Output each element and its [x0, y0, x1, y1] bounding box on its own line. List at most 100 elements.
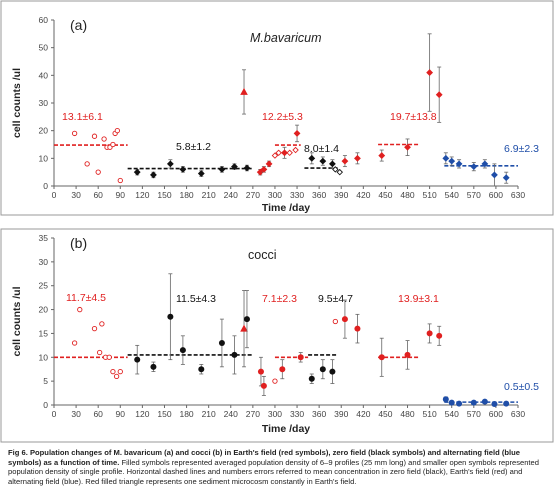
x-tick-label: 540 — [445, 409, 459, 419]
data-point — [341, 157, 349, 165]
data-point — [95, 169, 101, 175]
x-tick-label: 450 — [378, 409, 392, 419]
mean-annotation: 6.9±2.3 — [504, 143, 539, 155]
data-point — [293, 130, 301, 137]
data-point — [133, 168, 141, 176]
y-tick-label: 20 — [39, 126, 49, 136]
x-tick-label: 0 — [52, 409, 57, 419]
mean-annotation: 9.5±4.7 — [318, 293, 353, 305]
data-point — [91, 326, 98, 332]
data-point — [231, 351, 238, 358]
data-point — [150, 171, 157, 179]
y-tick-label: 15 — [39, 328, 49, 338]
x-tick-label: 300 — [268, 409, 282, 419]
x-tick-label: 300 — [268, 190, 282, 200]
x-axis-title: Time /day — [262, 423, 310, 435]
data-point — [308, 154, 316, 162]
data-point — [101, 136, 107, 142]
data-point — [491, 171, 498, 179]
data-point — [336, 168, 344, 176]
data-point — [240, 324, 248, 332]
y-axis-title: cell counts /ul — [11, 68, 23, 138]
y-tick-label: 30 — [39, 257, 49, 267]
x-tick-label: 480 — [400, 190, 414, 200]
data-point — [71, 130, 78, 137]
data-point — [240, 87, 248, 95]
x-tick-label: 60 — [93, 409, 103, 419]
data-point — [281, 149, 288, 157]
x-tick-label: 210 — [202, 190, 216, 200]
mean-annotation: 7.1±2.3 — [262, 293, 297, 305]
x-tick-label: 390 — [334, 190, 348, 200]
y-tick-label: 50 — [39, 43, 49, 53]
data-point — [113, 373, 120, 380]
mean-annotation: 11.5±4.3 — [176, 293, 216, 305]
data-point — [197, 170, 205, 177]
data-point — [470, 399, 477, 406]
x-tick-label: 90 — [116, 409, 126, 419]
data-point — [231, 163, 238, 171]
x-tick-label: 630 — [511, 409, 525, 419]
data-point — [297, 354, 304, 361]
mean-annotation: 5.8±1.2 — [176, 141, 211, 153]
mean-annotation: 11.7±4.5 — [66, 292, 106, 304]
data-point — [292, 146, 299, 154]
data-point — [256, 168, 264, 176]
data-point — [243, 316, 250, 323]
x-tick-label: 510 — [423, 409, 437, 419]
data-point — [110, 141, 116, 148]
data-point — [319, 366, 326, 373]
data-point — [426, 69, 434, 76]
data-point — [404, 351, 411, 358]
data-point — [77, 306, 83, 313]
data-point — [448, 157, 456, 165]
x-tick-label: 210 — [202, 409, 216, 419]
data-point — [448, 399, 455, 406]
x-tick-label: 270 — [246, 409, 260, 419]
y-tick-label: 35 — [39, 233, 49, 243]
caption-bold-text: Population changes of M. bavaricum (a) a… — [8, 448, 520, 467]
data-point — [455, 160, 463, 168]
data-point — [99, 321, 105, 327]
data-point — [378, 152, 386, 159]
data-point — [435, 91, 443, 99]
x-tick-label: 150 — [157, 409, 171, 419]
mean-annotation: 13.9±3.1 — [398, 293, 439, 305]
data-point — [442, 396, 449, 403]
data-point — [275, 149, 282, 157]
x-tick-label: 390 — [334, 409, 348, 419]
data-point — [114, 128, 120, 134]
x-tick-label: 330 — [290, 190, 304, 200]
data-point — [279, 366, 286, 373]
x-tick-label: 570 — [467, 409, 481, 419]
mean-annotation: 8.0±1.4 — [304, 143, 339, 155]
x-tick-label: 420 — [356, 190, 370, 200]
x-tick-label: 570 — [467, 190, 481, 200]
y-tick-label: 10 — [39, 153, 49, 163]
x-tick-label: 60 — [93, 190, 103, 200]
x-tick-label: 330 — [290, 409, 304, 419]
data-point — [329, 368, 336, 375]
y-tick-label: 20 — [39, 305, 49, 315]
data-point — [117, 177, 123, 184]
x-tick-label: 30 — [71, 190, 81, 200]
data-point — [442, 154, 450, 162]
mean-annotation: 13.1±6.1 — [62, 111, 103, 123]
y-tick-label: 30 — [39, 98, 49, 108]
panel-title: M.bavaricum — [250, 31, 322, 45]
data-point — [503, 400, 510, 407]
data-point — [354, 325, 361, 332]
panel-title: cocci — [248, 248, 276, 262]
x-tick-label: 120 — [135, 409, 149, 419]
data-point — [456, 400, 463, 407]
panel-tag: (a) — [70, 17, 87, 33]
y-tick-label: 60 — [39, 15, 49, 25]
data-point — [218, 166, 226, 173]
x-tick-label: 120 — [135, 190, 149, 200]
x-tick-label: 540 — [445, 190, 459, 200]
data-point — [378, 354, 385, 361]
figure-caption: Fig 6. Population changes of M. bavaricu… — [8, 448, 548, 486]
y-tick-label: 0 — [43, 400, 48, 410]
